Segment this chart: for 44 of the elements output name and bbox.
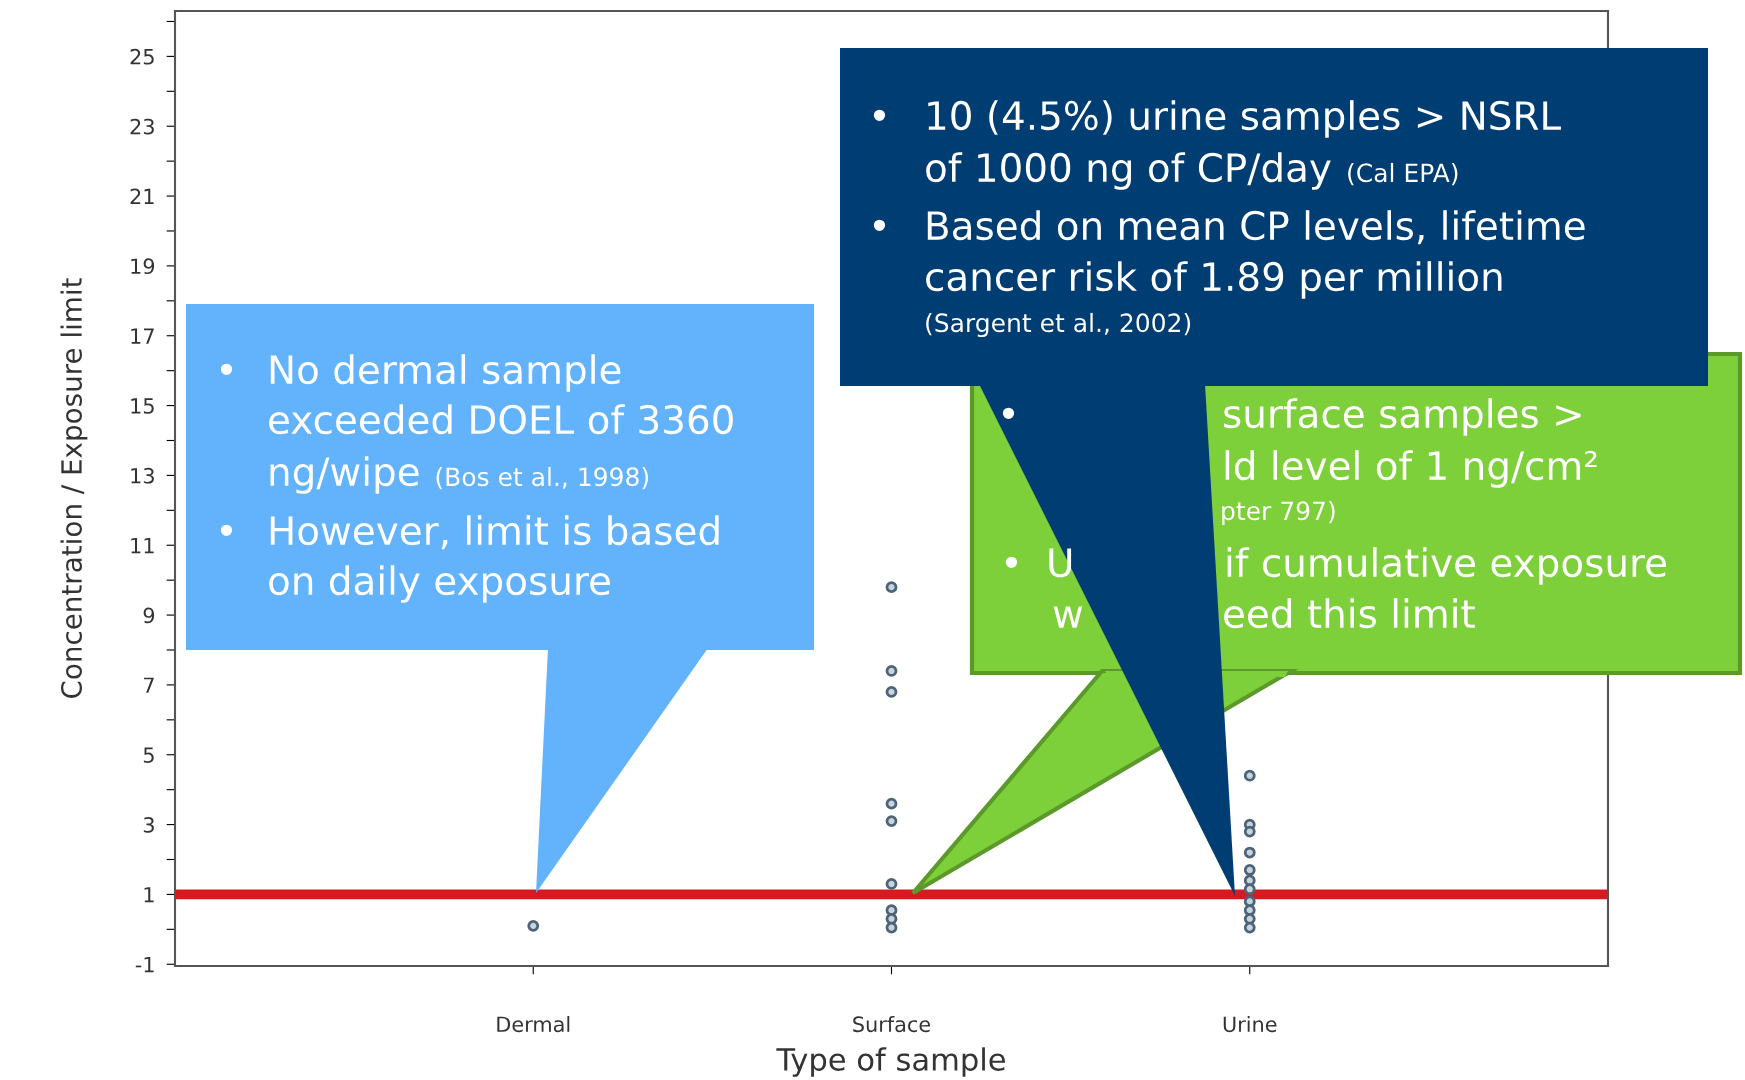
annotation: (Sargent et al., 2002) <box>926 312 1191 338</box>
annotation: • <box>873 109 886 121</box>
y-tick-label: 1 <box>144 887 154 903</box>
annotation: (Bos et al., 1998) <box>436 466 649 490</box>
y-tick-label: -1 <box>135 956 154 973</box>
y-tick-label: 11 <box>131 537 154 554</box>
annotation: 10 (4.5%) urine samples > NSRL <box>928 100 1561 138</box>
annotation: eed this limit <box>1224 598 1475 629</box>
annotation: • <box>1002 407 1015 419</box>
annotation: of 1000 ng of CP/day <box>926 152 1331 190</box>
annotation: ng/wipe <box>270 456 419 494</box>
annotation: pter 797) <box>1222 500 1335 526</box>
annotation: • <box>220 524 233 536</box>
y-tick-label: 23 <box>130 118 154 135</box>
y-tick-label: 3 <box>143 817 154 833</box>
y-tick-label: 13 <box>131 467 154 484</box>
y-axis-title: Concentration / Exposure limit <box>60 278 88 698</box>
x-tick-label: Surface <box>853 1016 931 1033</box>
y-tick-label: 19 <box>131 258 155 275</box>
y-tick-label: 15 <box>131 398 154 414</box>
x-tick-label: Urine <box>1223 1016 1277 1033</box>
annotation: Based on mean CP levels, lifetime <box>927 210 1585 245</box>
y-tick-label: 21 <box>130 188 154 204</box>
x-tick-label: Dermal <box>497 1016 570 1033</box>
y-tick-label: 7 <box>144 677 154 693</box>
y-tick-label: 9 <box>143 607 155 624</box>
annotation: • <box>873 219 886 231</box>
annotation: U <box>1049 548 1072 578</box>
annotation: w <box>1053 606 1083 628</box>
annotation: surface samples > <box>1224 398 1581 436</box>
y-tick-label: 5 <box>143 747 154 763</box>
x-axis-title: Type of sample <box>776 1047 1005 1077</box>
annotation: if cumulative exposure <box>1227 547 1667 585</box>
annotation: on daily exposure <box>269 565 610 603</box>
annotation: cancer risk of 1.89 per million <box>926 261 1502 299</box>
y-tick-label: 25 <box>130 48 154 65</box>
annotation: • <box>1005 556 1018 568</box>
annotation: ld level of 1 ng/cm² <box>1225 450 1597 488</box>
annotation: • <box>220 363 233 375</box>
annotation: No dermal sample <box>270 354 621 392</box>
annotation: (Cal EPA) <box>1348 162 1458 186</box>
y-tick-label: 17 <box>131 328 154 344</box>
annotation: exceeded DOEL of 3360 <box>269 404 733 435</box>
annotation: However, limit is based <box>270 515 719 550</box>
